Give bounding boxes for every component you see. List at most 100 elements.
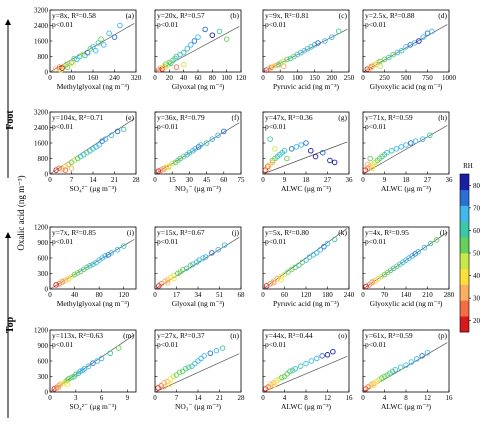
y-tick-label: 600 — [38, 358, 49, 366]
panel-label: (n) — [230, 331, 239, 340]
data-point — [189, 363, 195, 369]
data-point — [303, 257, 309, 263]
data-point — [90, 44, 96, 50]
data-point — [221, 128, 227, 135]
regression-line — [362, 125, 448, 175]
data-point — [379, 375, 385, 381]
data-point — [365, 384, 372, 391]
x-tick-label: 18 — [403, 176, 411, 184]
data-point — [66, 375, 72, 382]
data-point — [314, 355, 320, 362]
panel-label: (d) — [438, 11, 447, 20]
x-tick-label: 60 — [195, 74, 203, 82]
regression-equation: y=27x, R²=0.37 — [157, 331, 205, 340]
panel-label: (h) — [438, 113, 447, 122]
data-point — [280, 63, 287, 69]
data-point — [164, 280, 171, 286]
data-point — [321, 243, 327, 250]
x-tick-label: 0 — [48, 74, 52, 82]
data-point — [367, 155, 373, 162]
data-point — [384, 149, 390, 156]
panel-label: (g) — [338, 113, 347, 122]
x-tick-label: 7 — [175, 394, 179, 402]
y-tick-label: 900 — [38, 342, 49, 350]
data-point — [195, 358, 201, 364]
data-point — [329, 34, 335, 40]
x-tick-label: 7 — [70, 176, 74, 184]
x-tick-label: 180 — [322, 291, 333, 299]
y-tick-label: 1200 — [34, 327, 49, 335]
data-point — [267, 136, 273, 142]
data-point — [317, 246, 324, 253]
data-point — [180, 49, 187, 56]
panel-label: (i) — [127, 228, 135, 237]
data-point — [363, 283, 369, 290]
x-tick-label: 240 — [344, 291, 355, 299]
x-axis-label: Pyruvic acid (ng m⁻³) — [273, 82, 339, 91]
data-point — [180, 61, 187, 68]
data-point — [114, 246, 121, 253]
y-tick-label: 3200 — [34, 7, 49, 15]
x-tick-label: 3 — [74, 394, 78, 402]
data-point — [92, 47, 99, 54]
data-point — [322, 38, 328, 44]
p-value: p<0.01 — [157, 237, 178, 246]
data-point — [167, 376, 174, 382]
colorbar-tick-label: 30 — [473, 295, 481, 303]
data-point — [74, 270, 81, 276]
data-point — [407, 42, 414, 48]
data-point — [219, 345, 226, 351]
colorbar-swatch — [460, 268, 469, 285]
data-point — [398, 144, 404, 150]
regression-equation: y=8x, R²=0.58 — [52, 11, 96, 20]
data-point — [384, 372, 390, 378]
data-point — [198, 355, 204, 362]
data-point — [107, 350, 113, 357]
data-point — [376, 376, 382, 383]
data-point — [414, 356, 420, 362]
panel-label: (b) — [230, 11, 239, 20]
x-tick-label: 0 — [361, 74, 365, 82]
data-point — [281, 271, 288, 278]
x-axis-label: Glyoxal (ng m⁻³) — [172, 299, 225, 308]
data-point — [371, 380, 377, 386]
data-point — [169, 160, 175, 167]
regression-equation: y=71x, R²=0.59 — [365, 113, 413, 122]
panel-b: 0 20 40 60 80 100 120 Glyoxal (ng m⁻³) y=20x, R²… — [153, 9, 247, 91]
data-point — [65, 276, 72, 282]
panel-g: 0 9 18 27 36 ALWC (μg m⁻³) y=47x, R²=0.36p<0.0… — [261, 111, 354, 193]
panel-f: 0 15 30 45 60 75 NO₃⁻ (μg m⁻³) y=36x, R²=0.79p<… — [153, 111, 245, 193]
p-value: p<0.01 — [265, 20, 286, 29]
p-value: p<0.01 — [365, 122, 386, 131]
data-point — [74, 56, 80, 63]
x-tick-label: 120 — [301, 291, 312, 299]
p-value: p<0.01 — [52, 237, 73, 246]
data-point — [292, 366, 299, 372]
regression-equation: y=113x, R²=0.63 — [52, 331, 103, 340]
x-axis-label: SO₄²⁻ (μg m⁻³) — [70, 184, 117, 193]
x-axis-label: ALWC (μg m⁻³) — [381, 402, 432, 411]
data-point — [270, 63, 277, 69]
data-point — [98, 36, 104, 42]
x-tick-label: 50 — [277, 74, 285, 82]
data-point — [331, 236, 338, 243]
x-tick-label: 9 — [383, 176, 387, 184]
x-tick-label: 8 — [404, 394, 408, 402]
x-tick-label: 30 — [186, 176, 194, 184]
data-point — [315, 40, 321, 46]
data-point — [308, 147, 314, 154]
x-tick-label: 36 — [346, 176, 354, 184]
data-point — [272, 146, 278, 152]
p-value: p<0.01 — [52, 340, 73, 349]
x-tick-label: 750 — [422, 74, 433, 82]
data-point — [427, 132, 433, 138]
panel-o: 0 4 8 12 16 ALWC (μg m⁻³) y=44x, R²=0.44p<0.01… — [261, 329, 353, 411]
x-tick-label: 1000 — [442, 74, 457, 82]
x-tick-label: 15 — [169, 176, 177, 184]
regression-line — [262, 227, 348, 290]
x-tick-label: 0 — [361, 176, 365, 184]
y-tick-label: 0 — [45, 286, 49, 294]
x-tick-label: 51 — [216, 291, 224, 299]
colorbar-tick-label: 80 — [473, 182, 481, 190]
